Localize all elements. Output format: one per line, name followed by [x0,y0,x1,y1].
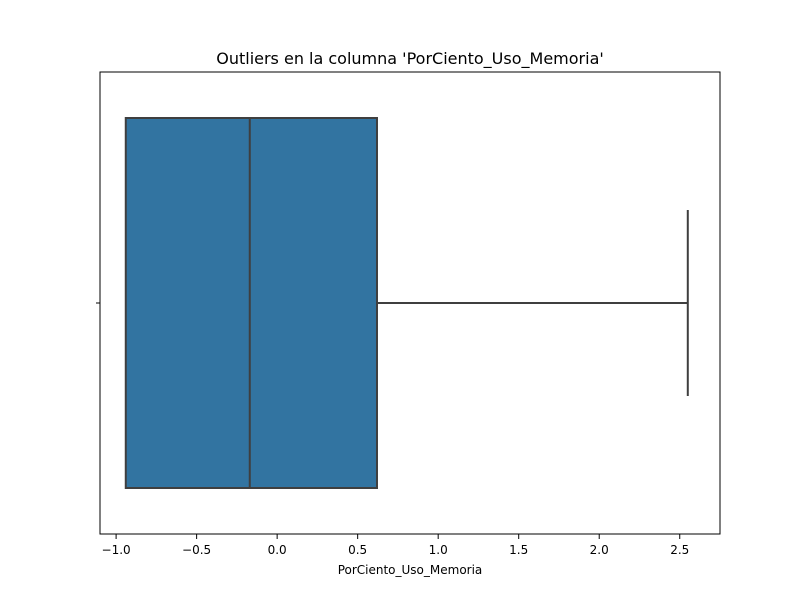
chart-title: Outliers en la columna 'PorCiento_Uso_Me… [216,49,604,69]
box-iqr [124,117,378,489]
x-tick-label: 1.5 [509,543,528,557]
x-tick-label: 1.0 [429,543,448,557]
x-tick-label: 2.0 [590,543,609,557]
x-tick-label: 0.5 [348,543,367,557]
x-axis: −1.0 −0.5 0.0 0.5 1.0 1.5 2.0 2.5 [102,534,689,557]
box-layer [124,117,689,489]
x-tick-label: 2.5 [670,543,689,557]
x-tick-label: −1.0 [102,543,131,557]
x-tick-label: 0.0 [268,543,287,557]
x-tick-label: −0.5 [182,543,211,557]
x-axis-label: PorCiento_Uso_Memoria [338,563,483,577]
